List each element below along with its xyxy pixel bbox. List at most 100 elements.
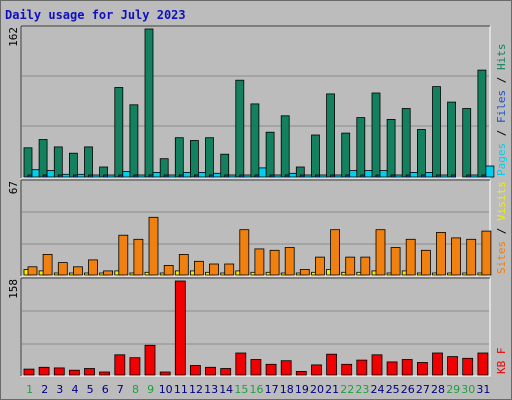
bar-pages-day-16 (258, 167, 268, 178)
x-tick-label-day-8: 8 (132, 383, 139, 396)
bar-kb-f-day-18 (280, 360, 292, 376)
x-tick-label-day-10: 10 (159, 383, 173, 396)
bar-kb-f-day-17 (265, 363, 277, 376)
bar-hits-day-11 (174, 137, 184, 178)
bar-files-day-11 (178, 174, 184, 178)
bar-hits-day-14 (220, 153, 230, 178)
bar-files-day-30 (466, 174, 472, 178)
y-max-label: 67 (7, 181, 20, 194)
bar-pages-day-19 (303, 174, 313, 178)
bar-kb-f-day-13 (205, 366, 216, 376)
bar-files-day-10 (163, 174, 169, 178)
bar-files-day-16 (254, 174, 260, 178)
x-tick-label-day-11: 11 (174, 383, 188, 396)
legend-top: Pages / Files / Hits (495, 44, 508, 177)
y-max-label: 158 (7, 279, 20, 299)
bar-kb-f-day-25 (386, 361, 398, 376)
x-tick-label-day-14: 14 (219, 383, 233, 396)
x-tick-label-day-3: 3 (56, 383, 63, 396)
legend-separator: / (495, 70, 508, 90)
bar-sites-day-11 (178, 253, 189, 276)
bar-files-day-19 (299, 174, 305, 178)
bar-files-day-2 (42, 174, 48, 178)
bar-sites-day-27 (420, 249, 431, 276)
bar-hits-day-4 (69, 152, 78, 178)
legend-files: Files (495, 90, 508, 123)
bar-hits-day-29 (447, 101, 457, 178)
panel-bottom: 158 KB F (7, 277, 508, 377)
bar-sites-day-1 (27, 266, 38, 276)
x-tick-label-day-24: 24 (371, 383, 385, 396)
bar-files-day-3 (57, 174, 63, 178)
x-tick-label-day-28: 28 (431, 383, 445, 396)
bar-kb-f-day-23 (356, 359, 368, 376)
bar-kb-f-day-22 (341, 363, 353, 376)
bar-kb-f-day-21 (326, 353, 338, 376)
bar-hits-day-15 (235, 79, 245, 178)
bar-files-day-4 (73, 174, 78, 178)
bar-files-day-20 (315, 174, 320, 178)
bar-sites-day-16 (254, 248, 265, 276)
legend-bottom: KB F (495, 348, 508, 375)
x-tick-label-day-18: 18 (280, 383, 294, 396)
x-tick-label-day-31: 31 (476, 383, 490, 396)
legend-hits: Hits (495, 44, 508, 71)
bar-hits-day-24 (371, 92, 381, 178)
bar-kb-f-day-7 (114, 354, 126, 376)
bar-hits-day-5 (84, 146, 93, 178)
bar-sites-day-22 (345, 256, 356, 276)
bar-sites-day-13 (209, 263, 219, 276)
legend-kb-f: KB F (495, 348, 508, 375)
bar-kb-f-day-1 (23, 368, 35, 376)
bar-hits-day-20 (311, 134, 320, 178)
bar-sites-day-21 (330, 229, 341, 276)
x-tick-label-day-1: 1 (26, 383, 33, 396)
bar-sites-day-30 (466, 238, 477, 276)
bar-sites-day-4 (73, 266, 83, 276)
bar-hits-day-18 (280, 115, 290, 178)
bar-files-day-5 (88, 174, 93, 178)
x-tick-label-day-23: 23 (355, 383, 369, 396)
bar-sites-day-14 (224, 263, 235, 276)
bar-sites-day-20 (315, 256, 325, 276)
bar-sites-day-18 (284, 247, 295, 276)
bar-hits-day-28 (432, 86, 441, 178)
bar-sites-day-3 (57, 262, 68, 276)
bar-files-day-13 (209, 174, 214, 178)
bar-sites-day-5 (88, 259, 98, 276)
bar-hits-day-13 (205, 137, 214, 178)
bar-files-day-17 (269, 174, 275, 178)
bar-kb-f-day-26 (401, 359, 413, 376)
bar-files-day-31 (481, 174, 487, 178)
x-tick-label-day-26: 26 (401, 383, 415, 396)
bar-files-day-29 (451, 174, 457, 178)
x-tick-label-day-21: 21 (325, 383, 339, 396)
bar-hits-day-16 (250, 103, 260, 178)
bar-sites-day-31 (481, 230, 492, 276)
legend-middle: Sites / Visits (495, 181, 508, 274)
bar-pages-day-2 (46, 170, 56, 178)
legend-pages: Pages (495, 143, 508, 176)
x-tick-label-day-29: 29 (446, 383, 460, 396)
bar-sites-day-28 (436, 231, 446, 276)
bar-kb-f-day-29 (447, 356, 459, 376)
bar-files-day-12 (193, 174, 199, 178)
x-tick-label-day-2: 2 (41, 383, 48, 396)
x-axis-labels: 1 2 3 4 5 6 7 8 9 10 11 12 13 14 15 16 17 18 19 20 21 22 23 24 2… (26, 383, 490, 396)
bar-pages-day-31 (485, 165, 495, 178)
bar-kb-f-day-28 (432, 352, 443, 376)
bar-files-day-24 (375, 174, 381, 178)
bar-sites-day-2 (42, 253, 53, 276)
x-tick-label-day-16: 16 (250, 383, 264, 396)
bar-files-day-21 (330, 174, 336, 178)
bar-files-day-27 (420, 174, 426, 178)
bar-hits-day-30 (462, 108, 472, 178)
legend-separator: / (495, 123, 508, 143)
bar-sites-day-15 (239, 229, 250, 276)
bar-files-day-23 (360, 174, 366, 178)
bar-hits-day-17 (265, 131, 275, 178)
bar-kb-f-day-20 (311, 364, 322, 376)
bar-files-day-26 (405, 174, 411, 178)
y-max-label: 162 (7, 27, 20, 47)
